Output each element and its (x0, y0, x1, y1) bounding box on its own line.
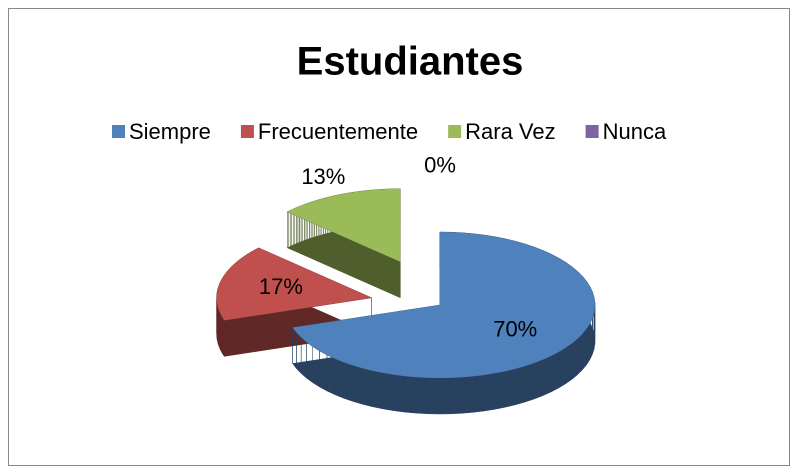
data-label: 0% (424, 152, 456, 177)
legend-swatch (448, 125, 462, 138)
legend-label: Siempre (129, 119, 211, 144)
slice (287, 188, 401, 262)
data-label: 13% (301, 164, 345, 189)
legend-swatch (240, 125, 254, 138)
slice (216, 247, 372, 321)
chart-title: Estudiantes (297, 40, 524, 84)
legend-label: Nunca (603, 119, 667, 144)
legend-swatch (585, 125, 599, 138)
legend-swatch (112, 125, 125, 138)
slice (292, 232, 595, 378)
legend-label: Rara Vez (465, 119, 556, 144)
legend-label: Frecuentemente (258, 119, 418, 144)
data-label: 17% (259, 274, 303, 299)
data-label: 70% (493, 317, 537, 342)
